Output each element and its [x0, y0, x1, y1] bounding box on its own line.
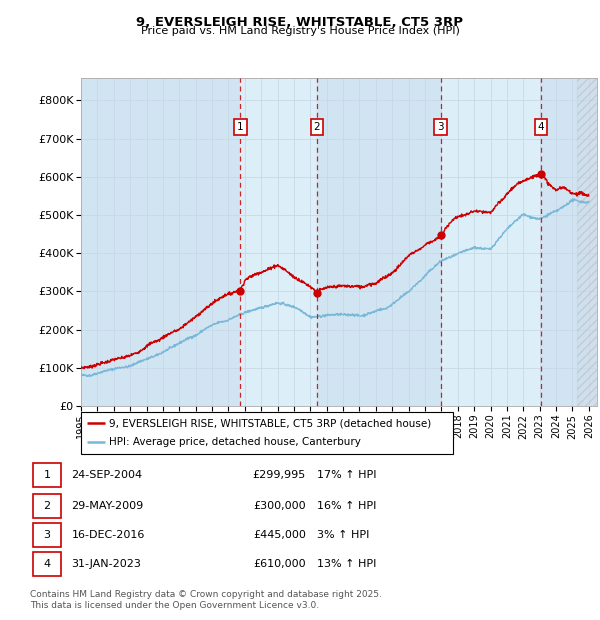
Text: 3: 3 [44, 530, 50, 540]
Text: 9, EVERSLEIGH RISE, WHITSTABLE, CT5 3RP (detached house): 9, EVERSLEIGH RISE, WHITSTABLE, CT5 3RP … [109, 418, 431, 428]
Bar [81, 78, 241, 406]
Text: 31-JAN-2023: 31-JAN-2023 [71, 559, 141, 569]
Bar [33, 552, 61, 577]
Text: 29-MAY-2009: 29-MAY-2009 [71, 501, 143, 511]
Text: 16-DEC-2016: 16-DEC-2016 [71, 530, 145, 540]
Text: 2: 2 [44, 501, 50, 511]
Bar [33, 463, 61, 487]
Bar [33, 494, 61, 518]
Text: 2: 2 [314, 122, 320, 132]
Bar [577, 78, 597, 406]
Text: HPI: Average price, detached house, Canterbury: HPI: Average price, detached house, Cant… [109, 438, 361, 448]
Text: Price paid vs. HM Land Registry's House Price Index (HPI): Price paid vs. HM Land Registry's House … [140, 26, 460, 36]
Text: £445,000: £445,000 [253, 530, 306, 540]
Text: Contains HM Land Registry data © Crown copyright and database right 2025.
This d: Contains HM Land Registry data © Crown c… [30, 590, 382, 609]
Text: 24-SEP-2004: 24-SEP-2004 [71, 471, 143, 480]
Text: 17% ↑ HPI: 17% ↑ HPI [317, 471, 377, 480]
Text: 13% ↑ HPI: 13% ↑ HPI [317, 559, 376, 569]
Bar [441, 78, 541, 406]
Text: 4: 4 [538, 122, 544, 132]
Text: 4: 4 [44, 559, 50, 569]
Bar [577, 78, 597, 406]
Text: 9, EVERSLEIGH RISE, WHITSTABLE, CT5 3RP: 9, EVERSLEIGH RISE, WHITSTABLE, CT5 3RP [137, 16, 464, 29]
Bar [241, 78, 317, 406]
Bar [317, 78, 441, 406]
Text: 16% ↑ HPI: 16% ↑ HPI [317, 501, 376, 511]
Text: 3: 3 [437, 122, 444, 132]
Text: 1: 1 [44, 471, 50, 480]
Text: £300,000: £300,000 [253, 501, 306, 511]
Text: £299,995: £299,995 [253, 471, 306, 480]
Bar [33, 523, 61, 547]
Text: 1: 1 [237, 122, 244, 132]
Text: £610,000: £610,000 [253, 559, 306, 569]
Text: 3% ↑ HPI: 3% ↑ HPI [317, 530, 370, 540]
Bar [541, 78, 577, 406]
